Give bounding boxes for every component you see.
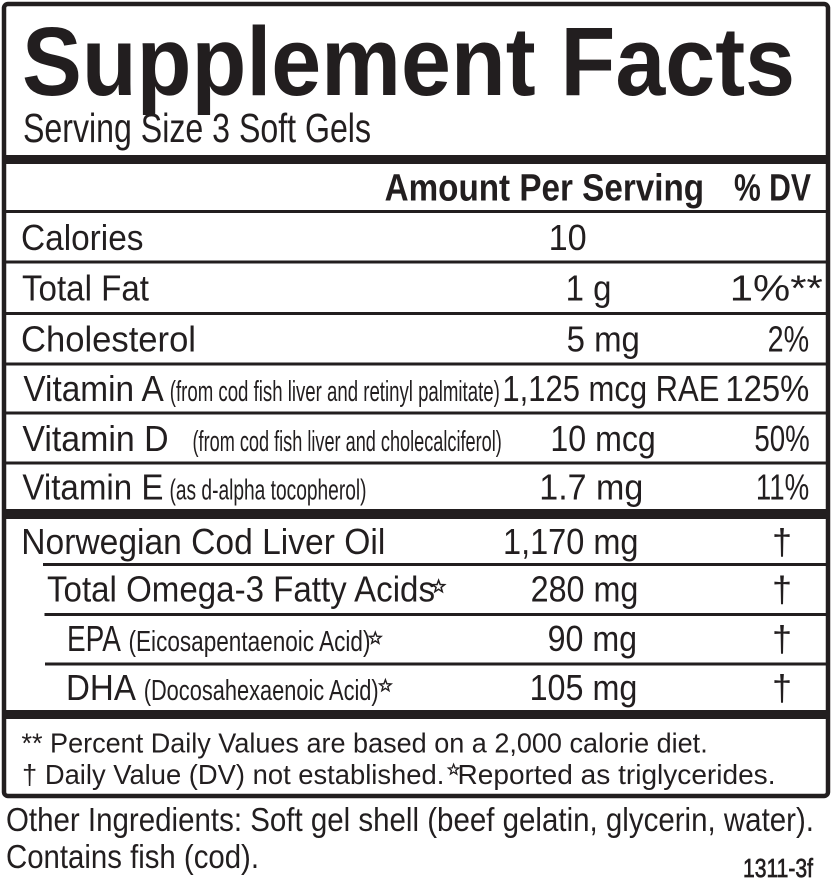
svg-text:Vitamin A: Vitamin A (23, 368, 163, 409)
svg-text:11%: 11% (756, 467, 809, 508)
svg-text:Total Fat: Total Fat (22, 268, 149, 309)
svg-text:280 mg: 280 mg (531, 569, 639, 610)
svg-text:Reported as triglycerides.: Reported as triglycerides. (458, 759, 776, 790)
svg-text:(from cod fish liver and retin: (from cod fish liver and retinyl palmita… (170, 376, 500, 408)
svg-text:125%: 125% (725, 368, 809, 409)
svg-text:10 mcg: 10 mcg (550, 418, 655, 459)
svg-text:** Percent Daily Values are ba: ** Percent Daily Values are based on a 2… (22, 728, 708, 759)
svg-text:% DV: % DV (734, 168, 812, 210)
svg-text:Norwegian Cod Liver Oil: Norwegian Cod Liver Oil (21, 521, 385, 562)
svg-text:Vitamin E: Vitamin E (22, 467, 163, 508)
svg-text:1%**: 1%** (730, 268, 823, 309)
svg-text:Other Ingredients: Soft gel sh: Other Ingredients: Soft gel shell (beef … (6, 801, 814, 838)
svg-text:(Eicosapentaenoic Acid): (Eicosapentaenoic Acid) (129, 626, 371, 658)
svg-text:50%: 50% (754, 418, 809, 459)
svg-text:†: † (772, 667, 792, 708)
svg-text:5 mg: 5 mg (567, 319, 640, 360)
svg-text:†: † (772, 618, 792, 659)
svg-text:90 mg: 90 mg (548, 618, 638, 659)
svg-text:1,170 mg: 1,170 mg (503, 521, 639, 562)
svg-text:105 mg: 105 mg (530, 667, 638, 708)
svg-text:Amount Per Serving: Amount Per Serving (385, 168, 704, 210)
svg-text:2%: 2% (768, 319, 810, 360)
svg-text:†: † (772, 521, 792, 562)
svg-text:Contains fish (cod).: Contains fish (cod). (6, 838, 259, 875)
svg-text:10: 10 (549, 217, 587, 258)
svg-text:1 g: 1 g (566, 268, 612, 309)
svg-text:EPA: EPA (67, 618, 121, 659)
svg-text:Serving Size 3 Soft Gels: Serving Size 3 Soft Gels (23, 105, 371, 151)
svg-text:Total Omega-3 Fatty Acids: Total Omega-3 Fatty Acids (47, 569, 435, 610)
svg-text:(Docosahexaenoic Acid): (Docosahexaenoic Acid) (144, 675, 379, 707)
svg-text:1.7 mg: 1.7 mg (539, 467, 643, 508)
svg-text:DHA: DHA (66, 667, 136, 708)
svg-text:Vitamin D: Vitamin D (22, 418, 168, 459)
svg-text:(from cod fish liver and chole: (from cod fish liver and cholecalciferol… (193, 426, 502, 458)
svg-text:† Daily Value (DV) not establi: † Daily Value (DV) not established. (22, 759, 444, 790)
svg-text:†: † (772, 569, 792, 610)
svg-text:Calories: Calories (21, 217, 144, 258)
svg-text:1,125 mcg RAE: 1,125 mcg RAE (502, 368, 719, 409)
svg-text:Cholesterol: Cholesterol (21, 319, 196, 360)
svg-text:(as d-alpha tocopherol): (as d-alpha tocopherol) (170, 475, 367, 507)
svg-text:1311-3f: 1311-3f (743, 853, 814, 883)
svg-text:Supplement Facts: Supplement Facts (22, 7, 795, 116)
